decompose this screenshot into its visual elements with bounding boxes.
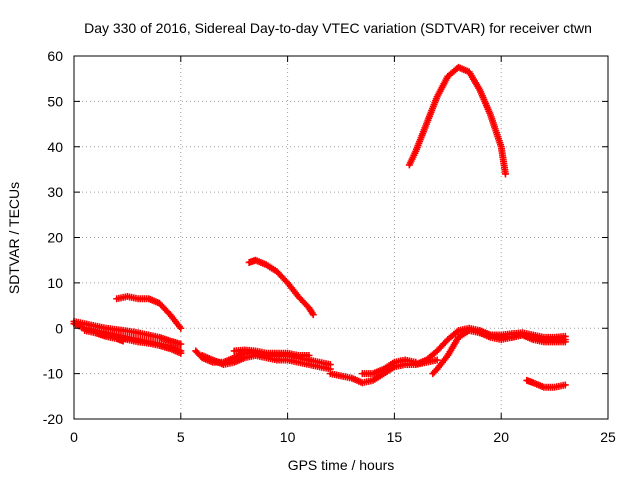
series-markers: [523, 376, 569, 391]
series-markers: [198, 351, 334, 373]
series-markers: [405, 63, 509, 178]
series-arc-9: [245, 256, 317, 319]
y-tick-label: 20: [47, 230, 63, 246]
data-series: [70, 63, 569, 391]
series-line: [247, 258, 315, 317]
y-tick-label: 50: [47, 93, 63, 109]
series-markers: [91, 329, 127, 345]
series-arc-5: [113, 292, 185, 332]
series-arc-11: [358, 356, 420, 378]
y-axis-label: SDTVAR / TECUs: [6, 182, 22, 294]
y-tick-label: -10: [43, 366, 63, 382]
series-markers: [230, 346, 313, 359]
chart-title: Day 330 of 2016, Sidereal Day-to-day VTE…: [84, 20, 592, 36]
series-arc-12: [405, 63, 509, 178]
series-markers: [358, 356, 420, 378]
y-tick-label: 10: [47, 275, 63, 291]
x-tick-label: 25: [600, 429, 616, 445]
y-tick-label: 60: [47, 48, 63, 64]
axis-ticks: 0 5 10 15 20 25 -20 -10 0 10 20 30 40 50 60: [43, 48, 616, 445]
series-arc-15: [476, 329, 569, 341]
series-arc-4: [91, 329, 127, 345]
x-tick-label: 20: [493, 429, 509, 445]
x-axis-label: GPS time / hours: [288, 457, 395, 473]
series-markers: [245, 256, 317, 319]
y-tick-label: -20: [43, 411, 63, 427]
series-markers: [113, 292, 185, 332]
series-arc-16: [523, 376, 569, 391]
y-tick-label: 0: [55, 320, 63, 336]
series-arc-7: [198, 351, 334, 373]
x-tick-label: 15: [387, 429, 403, 445]
series-markers: [476, 329, 569, 341]
x-tick-label: 5: [177, 429, 185, 445]
x-tick-label: 0: [70, 429, 78, 445]
x-tick-label: 10: [280, 429, 296, 445]
y-tick-label: 40: [47, 139, 63, 155]
series-arc-8: [230, 346, 313, 359]
grid-lines: [74, 56, 608, 419]
y-tick-label: 30: [47, 184, 63, 200]
